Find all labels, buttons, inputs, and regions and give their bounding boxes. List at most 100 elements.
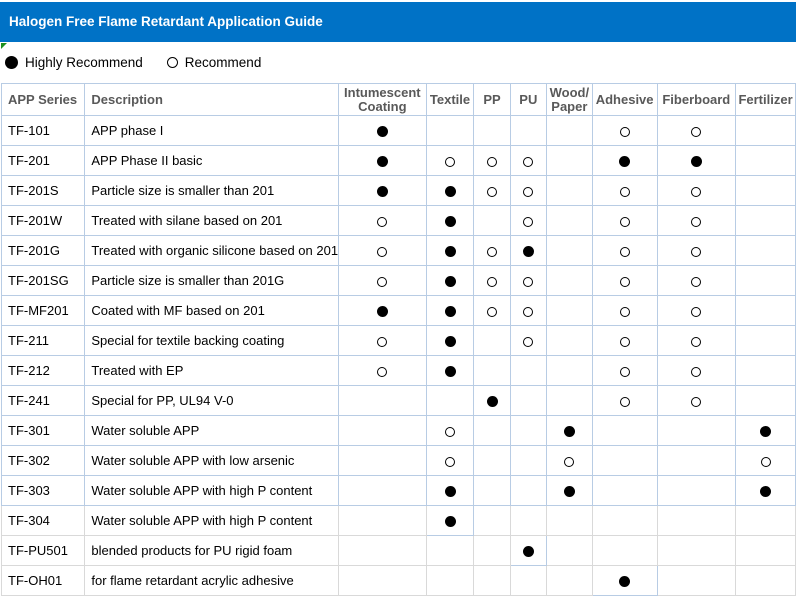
cell-mark-pu bbox=[509, 325, 547, 356]
recommend-icon bbox=[760, 456, 771, 467]
cell-description: Particle size is smaller than 201G bbox=[84, 265, 340, 296]
recommend-icon bbox=[445, 426, 455, 437]
cell-description: Treated with organic silicone based on 2… bbox=[84, 235, 340, 266]
recommend-icon bbox=[445, 456, 455, 467]
cell-mark-pp bbox=[473, 385, 511, 416]
cell-app-series: TF-211 bbox=[0, 325, 86, 356]
cell-mark-intumescent-coating bbox=[338, 295, 427, 326]
cell-mark-intumescent-coating bbox=[338, 445, 427, 476]
cell-mark-adhesive bbox=[591, 115, 658, 146]
cell-mark-textile bbox=[425, 535, 475, 566]
cell-mark-wood-paper bbox=[545, 295, 593, 326]
cell-mark-wood-paper bbox=[545, 145, 593, 176]
cell-mark-pu bbox=[509, 565, 547, 596]
cell-app-series: TF-301 bbox=[0, 415, 86, 446]
cell-app-series: TF-PU501 bbox=[0, 535, 86, 566]
cell-mark-fertilizer bbox=[735, 445, 796, 476]
recommend-icon bbox=[487, 246, 498, 257]
recommend-icon bbox=[523, 336, 534, 347]
cell-app-series: TF-302 bbox=[0, 445, 86, 476]
cell-description: Special for PP, UL94 V-0 bbox=[84, 385, 340, 416]
cell-mark-textile bbox=[425, 295, 475, 326]
cell-mark-fiberboard bbox=[656, 355, 737, 386]
cell-mark-fiberboard bbox=[656, 415, 737, 446]
column-header-pu: PU bbox=[509, 83, 547, 116]
cell-mark-fiberboard bbox=[656, 145, 737, 176]
cell-mark-fertilizer bbox=[735, 325, 796, 356]
cell-mark-fertilizer bbox=[735, 565, 796, 596]
table-row-tf-212: TF-212 Treated with EP bbox=[0, 355, 796, 386]
cell-mark-pu bbox=[509, 235, 547, 266]
cell-mark-pu bbox=[509, 535, 547, 566]
cell-mark-fertilizer bbox=[735, 505, 796, 536]
column-header-fiberboard: Fiberboard bbox=[656, 83, 737, 116]
cell-app-series: TF-201G bbox=[0, 235, 86, 266]
page-title: Halogen Free Flame Retardant Application… bbox=[9, 14, 323, 29]
highly-recommend-icon bbox=[619, 156, 631, 168]
open-circle-icon bbox=[166, 56, 178, 68]
cell-description: Treated with silane based on 201 bbox=[84, 205, 340, 236]
recommend-icon bbox=[691, 246, 702, 257]
cell-mark-wood-paper bbox=[545, 175, 593, 206]
cell-mark-intumescent-coating bbox=[338, 565, 427, 596]
recommend-icon bbox=[691, 186, 702, 197]
recommend-icon bbox=[691, 396, 702, 407]
cell-mark-intumescent-coating bbox=[338, 265, 427, 296]
highly-recommend-icon bbox=[444, 246, 456, 258]
highly-recommend-icon bbox=[444, 516, 456, 528]
recommend-icon bbox=[619, 216, 630, 227]
highly-recommend-icon bbox=[444, 336, 456, 348]
table-row-tf-201w: TF-201W Treated with silane based on 201 bbox=[0, 205, 796, 236]
recommend-icon bbox=[377, 216, 388, 227]
cell-mark-fertilizer bbox=[735, 535, 796, 566]
cell-mark-fiberboard bbox=[656, 565, 737, 596]
cell-mark-pp bbox=[473, 235, 511, 266]
highly-recommend-icon bbox=[690, 156, 702, 168]
recommend-icon bbox=[523, 156, 534, 167]
cell-mark-adhesive bbox=[591, 325, 658, 356]
recommend-icon bbox=[619, 246, 630, 257]
highly-recommend-icon bbox=[444, 306, 456, 318]
cell-mark-fiberboard bbox=[656, 115, 737, 146]
cell-mark-wood-paper bbox=[545, 265, 593, 296]
cell-mark-pp bbox=[473, 475, 511, 506]
highly-recommend-icon bbox=[444, 486, 456, 498]
cell-mark-pu bbox=[509, 295, 547, 326]
cell-mark-fiberboard bbox=[656, 325, 737, 356]
cell-mark-pu bbox=[509, 175, 547, 206]
recommend-icon bbox=[377, 336, 388, 347]
cell-mark-fiberboard bbox=[656, 175, 737, 206]
recommend-icon bbox=[523, 216, 534, 227]
highly-recommend-icon bbox=[760, 486, 772, 498]
cell-mark-textile bbox=[425, 175, 475, 206]
cell-mark-wood-paper bbox=[545, 505, 593, 536]
cell-mark-fertilizer bbox=[735, 265, 796, 296]
table-row-tf-201: TF-201 APP Phase II basic bbox=[0, 145, 796, 176]
cell-mark-textile bbox=[425, 355, 475, 386]
recommend-icon bbox=[691, 336, 702, 347]
header-row: APP Series Description Intumescent Coating… bbox=[0, 83, 796, 116]
application-guide-table: APP Series Description Intumescent Coating… bbox=[0, 83, 796, 596]
cell-mark-intumescent-coating bbox=[338, 235, 427, 266]
cell-app-series: TF-OH01 bbox=[0, 565, 86, 596]
cell-mark-adhesive bbox=[591, 235, 658, 266]
cell-mark-pu bbox=[509, 115, 547, 146]
cell-mark-fertilizer bbox=[735, 385, 796, 416]
recommend-icon bbox=[564, 456, 575, 467]
highly-recommend-icon bbox=[444, 366, 456, 378]
cell-description: Water soluble APP with high P content bbox=[84, 505, 340, 536]
legend-item-recommend: Recommend bbox=[166, 54, 262, 70]
green-flag-icon bbox=[1, 43, 7, 49]
cell-mark-pp bbox=[473, 535, 511, 566]
cell-mark-pp bbox=[473, 415, 511, 446]
cell-mark-pp bbox=[473, 205, 511, 236]
highly-recommend-icon bbox=[444, 186, 456, 198]
cell-mark-pu bbox=[509, 415, 547, 446]
recommend-icon bbox=[487, 156, 498, 167]
cell-app-series: TF-303 bbox=[0, 475, 86, 506]
cell-app-series: TF-101 bbox=[0, 115, 86, 146]
cell-mark-textile bbox=[425, 565, 475, 596]
cell-mark-pu bbox=[509, 475, 547, 506]
legend-label-recommend: Recommend bbox=[184, 54, 262, 70]
cell-mark-fiberboard bbox=[656, 385, 737, 416]
